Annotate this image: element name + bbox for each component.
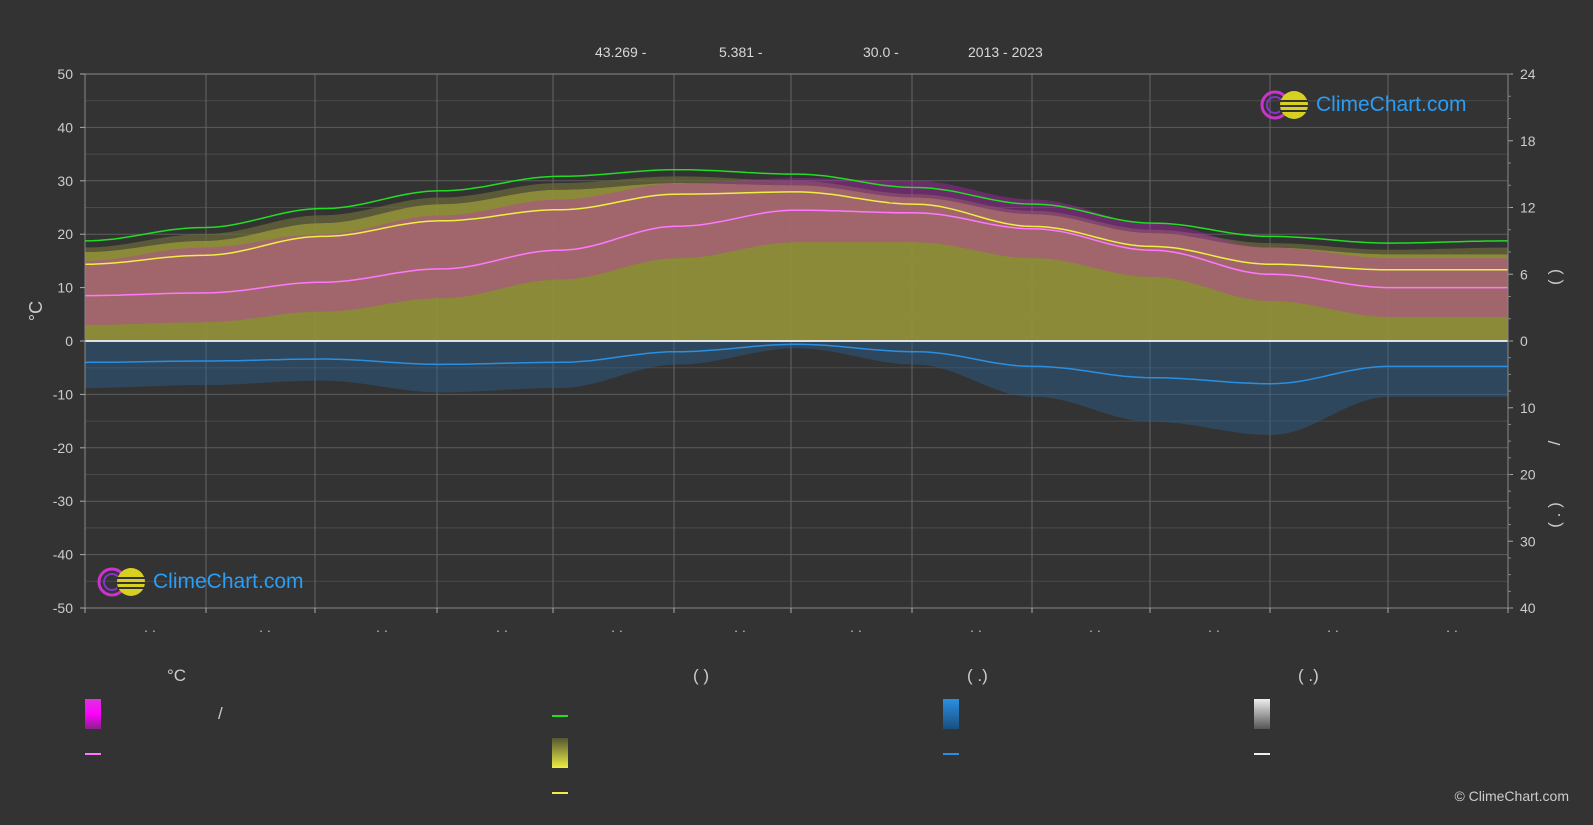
y-right-upper-tick-label: 0 bbox=[1520, 333, 1528, 349]
legend-rain-title: ( .) bbox=[967, 666, 988, 685]
sunshine-upper-band bbox=[85, 176, 1508, 255]
legend-sun-title: ( ) bbox=[693, 666, 710, 685]
y-right-upper-tick-label: 6 bbox=[1520, 266, 1528, 282]
y-left-tick-label: -20 bbox=[53, 440, 73, 456]
precipitation-line bbox=[84, 343, 1508, 385]
copyright-text: © ClimeChart.com bbox=[1454, 788, 1569, 804]
y-left-tick-label: 10 bbox=[57, 280, 73, 296]
legend-temp-range-swatch bbox=[85, 699, 101, 729]
climechart-logo-icon bbox=[1260, 90, 1308, 120]
x-tick-label: · · bbox=[1446, 623, 1458, 638]
y-right-axis-label: / bbox=[1545, 440, 1564, 445]
y-left-tick-label: -30 bbox=[53, 493, 73, 509]
y-left-tick-label: 0 bbox=[65, 333, 73, 349]
legend-daylight-swatch bbox=[552, 715, 568, 717]
legend-rain-fill-swatch bbox=[943, 699, 959, 729]
x-tick-label: · · bbox=[144, 623, 156, 638]
logo-bottom[interactable]: ClimeChart.com bbox=[95, 565, 304, 599]
temperature-range-area bbox=[85, 178, 1508, 325]
logo-bottom-text: ClimeChart.com bbox=[153, 570, 304, 593]
y-left-tick-label: 50 bbox=[57, 66, 73, 82]
climechart-logo-icon bbox=[97, 567, 145, 597]
y-left-tick-label: -50 bbox=[53, 600, 73, 616]
legend-snow-fill-swatch bbox=[1254, 699, 1270, 729]
x-tick-label: · · bbox=[850, 623, 862, 638]
header-elevation: 30.0 - bbox=[863, 44, 899, 60]
y-right-axis-label: ( ) bbox=[1545, 269, 1564, 285]
header-years: 2013 - 2023 bbox=[968, 44, 1043, 60]
x-tick-label: · · bbox=[970, 623, 982, 638]
y-left-tick-label: 40 bbox=[57, 119, 73, 135]
y-left-axis-label: °C bbox=[26, 301, 46, 321]
y-right-upper-tick-label: 12 bbox=[1520, 200, 1536, 216]
y-right-upper-tick-label: 18 bbox=[1520, 133, 1536, 149]
legend-sunshine-line-swatch bbox=[552, 792, 568, 794]
y-left-tick-label: 20 bbox=[57, 226, 73, 242]
y-left-tick-label: 30 bbox=[57, 173, 73, 189]
sunshine-area bbox=[85, 176, 1508, 341]
legend-sunshine-fill-swatch bbox=[552, 738, 568, 768]
logo-top-text: ClimeChart.com bbox=[1316, 93, 1467, 116]
header-latitude: 43.269 - bbox=[595, 44, 647, 60]
x-tick-label: · · bbox=[1327, 623, 1339, 638]
temperature-range-fill bbox=[85, 178, 1508, 325]
sunshine-line bbox=[85, 191, 1508, 271]
legend-rain-line-swatch bbox=[943, 753, 959, 755]
temperature-mean-line bbox=[85, 209, 1508, 297]
x-tick-label: · · bbox=[1208, 623, 1220, 638]
x-tick-label: · · bbox=[1089, 623, 1101, 638]
y-left-tick-label: -40 bbox=[53, 547, 73, 563]
x-tick-label: · · bbox=[734, 623, 746, 638]
legend-snow-line-swatch bbox=[1254, 753, 1270, 755]
legend-snow-title: ( .) bbox=[1298, 666, 1319, 685]
daylight-line bbox=[84, 168, 1508, 244]
y-left-tick-label: -10 bbox=[53, 386, 73, 402]
x-tick-label: · · bbox=[376, 623, 388, 638]
x-tick-label: · · bbox=[611, 623, 623, 638]
legend-temp-mean-swatch bbox=[85, 753, 101, 755]
chart-lines bbox=[84, 168, 1508, 385]
y-right-lower-tick-label: 30 bbox=[1520, 533, 1536, 549]
y-right-lower-tick-label: 40 bbox=[1520, 600, 1536, 616]
y-right-lower-tick-label: 20 bbox=[1520, 467, 1536, 483]
y-right-upper-tick-label: 24 bbox=[1520, 66, 1536, 82]
chart-axes: 50 40 30 20 10 0 -10 -20 -30 -40 -50 24 18 12 6 0 10 20 30… bbox=[26, 66, 1564, 638]
header-longitude: 5.381 - bbox=[719, 44, 763, 60]
logo-top[interactable]: ClimeChart.com bbox=[1258, 88, 1467, 122]
sunshine-fill bbox=[85, 183, 1508, 341]
legend-temp-range-sep: / bbox=[218, 704, 223, 723]
y-right-lower-tick-label: 10 bbox=[1520, 400, 1536, 416]
y-right-axis-label: ( . ) bbox=[1545, 502, 1564, 528]
x-tick-label: · · bbox=[259, 623, 271, 638]
legend-temp-title: °C bbox=[167, 666, 187, 685]
x-tick-label: · · bbox=[496, 623, 508, 638]
